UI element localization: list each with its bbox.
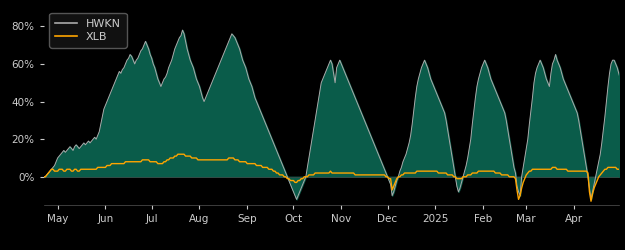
Legend: HWKN, XLB: HWKN, XLB xyxy=(49,13,126,48)
